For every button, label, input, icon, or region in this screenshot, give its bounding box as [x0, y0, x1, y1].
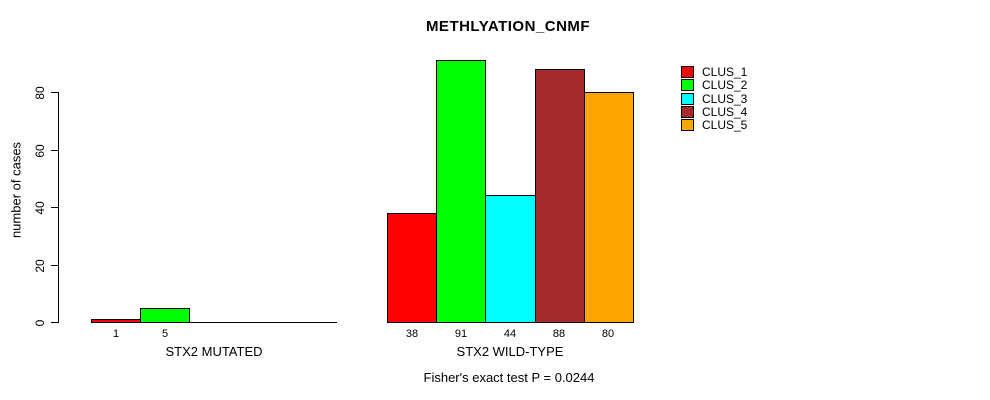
bar-value-label: 88 — [552, 328, 566, 340]
bar-value-label: 91 — [454, 328, 468, 340]
y-tick — [51, 150, 58, 151]
group-label: STX2 WILD-TYPE — [456, 344, 564, 359]
legend-swatch-CLUS_3 — [681, 93, 694, 105]
bar-CLUS_3 — [485, 195, 536, 323]
legend-swatch-CLUS_4 — [681, 106, 694, 118]
y-tick — [51, 92, 58, 93]
y-tick — [51, 207, 58, 208]
bar-value-label: 5 — [161, 328, 169, 340]
bar-CLUS_4 — [535, 69, 585, 323]
bar-CLUS_5 — [584, 92, 634, 323]
bar-CLUS_2 — [436, 60, 486, 323]
chart-title: METHLYATION_CNMF — [425, 18, 591, 35]
legend-label-CLUS_1: CLUS_1 — [702, 65, 748, 79]
bar-value-label: 80 — [601, 328, 615, 340]
bar-value-label: 44 — [503, 328, 517, 340]
y-axis-line — [58, 92, 59, 323]
group-label: STX2 MUTATED — [165, 344, 263, 359]
y-tick — [51, 265, 58, 266]
legend-swatch-CLUS_5 — [681, 119, 694, 131]
legend-swatch-CLUS_1 — [681, 66, 694, 78]
legend-swatch-CLUS_2 — [681, 79, 694, 91]
bar-CLUS_2 — [140, 308, 190, 323]
legend-label-CLUS_4: CLUS_4 — [702, 105, 748, 119]
baseline — [91, 322, 337, 323]
bar-CLUS_1 — [387, 213, 437, 323]
bar-value-label: 38 — [405, 328, 419, 340]
legend-label-CLUS_2: CLUS_2 — [702, 78, 748, 92]
y-tick — [51, 322, 58, 323]
legend-label-CLUS_5: CLUS_5 — [702, 118, 748, 132]
bar-value-label: 1 — [112, 328, 120, 340]
fisher-test-note: Fisher's exact test P = 0.0244 — [423, 370, 595, 385]
legend-label-CLUS_3: CLUS_3 — [702, 92, 748, 106]
